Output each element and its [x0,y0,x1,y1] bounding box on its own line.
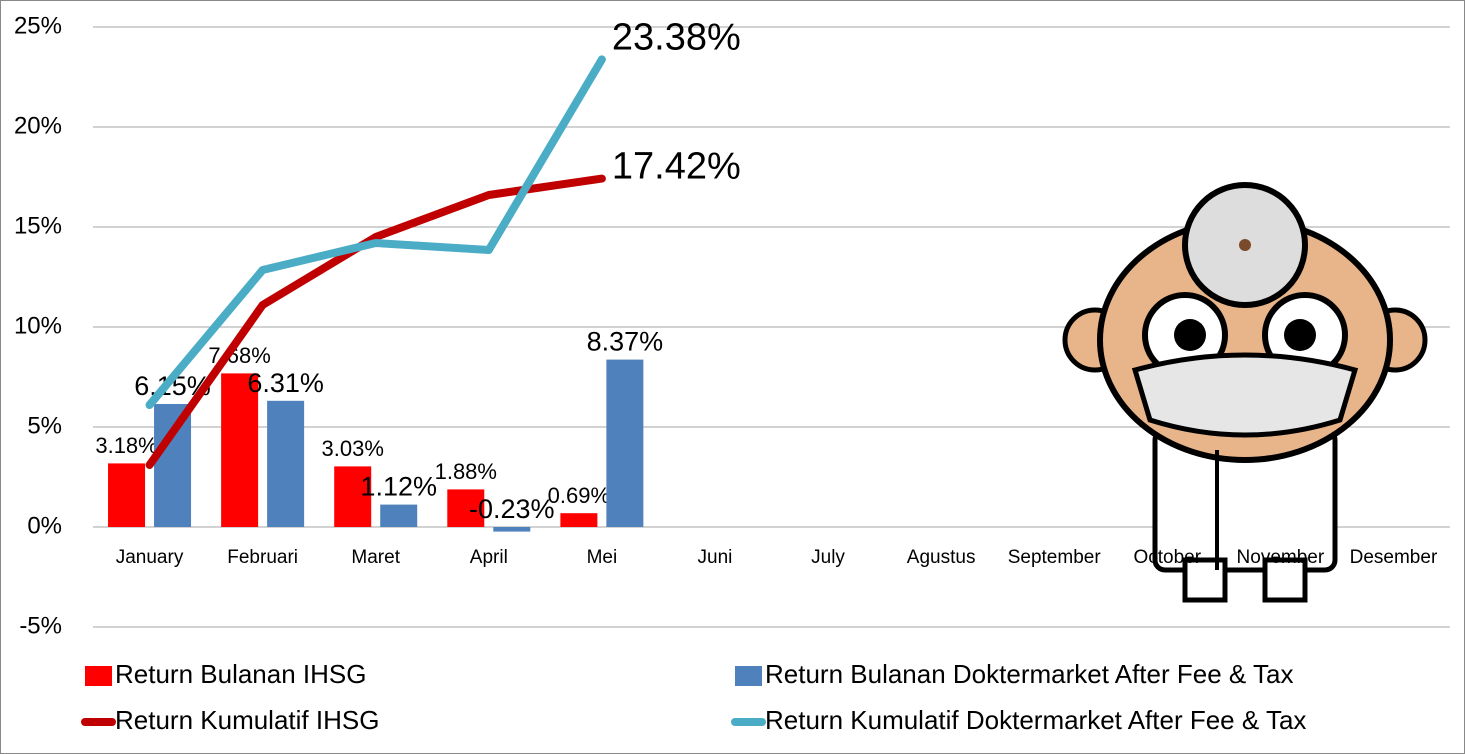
x-tick-label: Februari [227,547,298,568]
x-tick-label: Desember [1350,547,1438,568]
doctor-illustration [1062,182,1428,603]
x-tick-label: Agustus [907,547,976,568]
data-label: 8.37% [587,327,664,357]
bar [380,504,418,527]
x-tick-label: September [1008,547,1102,568]
bar [221,373,259,527]
x-tick-label: January [116,547,184,568]
x-tick-label: Maret [351,547,400,568]
x-tick-label: April [470,547,508,568]
data-label: 17.42% [612,146,741,188]
data-label: 1.12% [360,472,437,502]
data-label: 0.69% [548,483,610,508]
y-tick-label: 20% [14,112,62,139]
y-tick-label: -5% [19,612,62,639]
legend-label: Return Bulanan Doktermarket After Fee & … [765,659,1293,689]
y-tick-label: 15% [14,212,62,239]
data-label: -0.23% [469,494,555,524]
legend-label: Return Bulanan IHSG [115,659,366,689]
data-label: 6.31% [247,368,324,398]
data-label: 23.38% [612,16,741,58]
bar [606,359,644,527]
x-tick-label: November [1237,547,1325,568]
x-tick-label: Mei [587,547,618,568]
bar [154,404,192,527]
bar [267,400,305,527]
data-label: 3.03% [322,436,384,461]
legend-swatch [85,666,112,686]
legend-swatch [735,666,762,686]
bar [334,466,372,527]
bar [560,513,598,527]
bar [108,463,146,527]
y-tick-label: 10% [14,312,62,339]
y-tick-label: 0% [27,512,62,539]
y-tick-label: 5% [27,412,62,439]
x-tick-label: October [1133,547,1201,568]
y-tick-label: 25% [14,12,62,39]
legend-label: Return Kumulatif IHSG [115,705,379,735]
data-label: 3.18% [95,433,157,458]
x-tick-label: July [811,547,845,568]
line [145,55,606,409]
bar [447,489,485,527]
legend-label: Return Kumulatif Doktermarket After Fee … [765,705,1306,735]
x-tick-label: Juni [698,547,733,568]
data-label: 1.88% [435,459,497,484]
bar [493,527,531,532]
